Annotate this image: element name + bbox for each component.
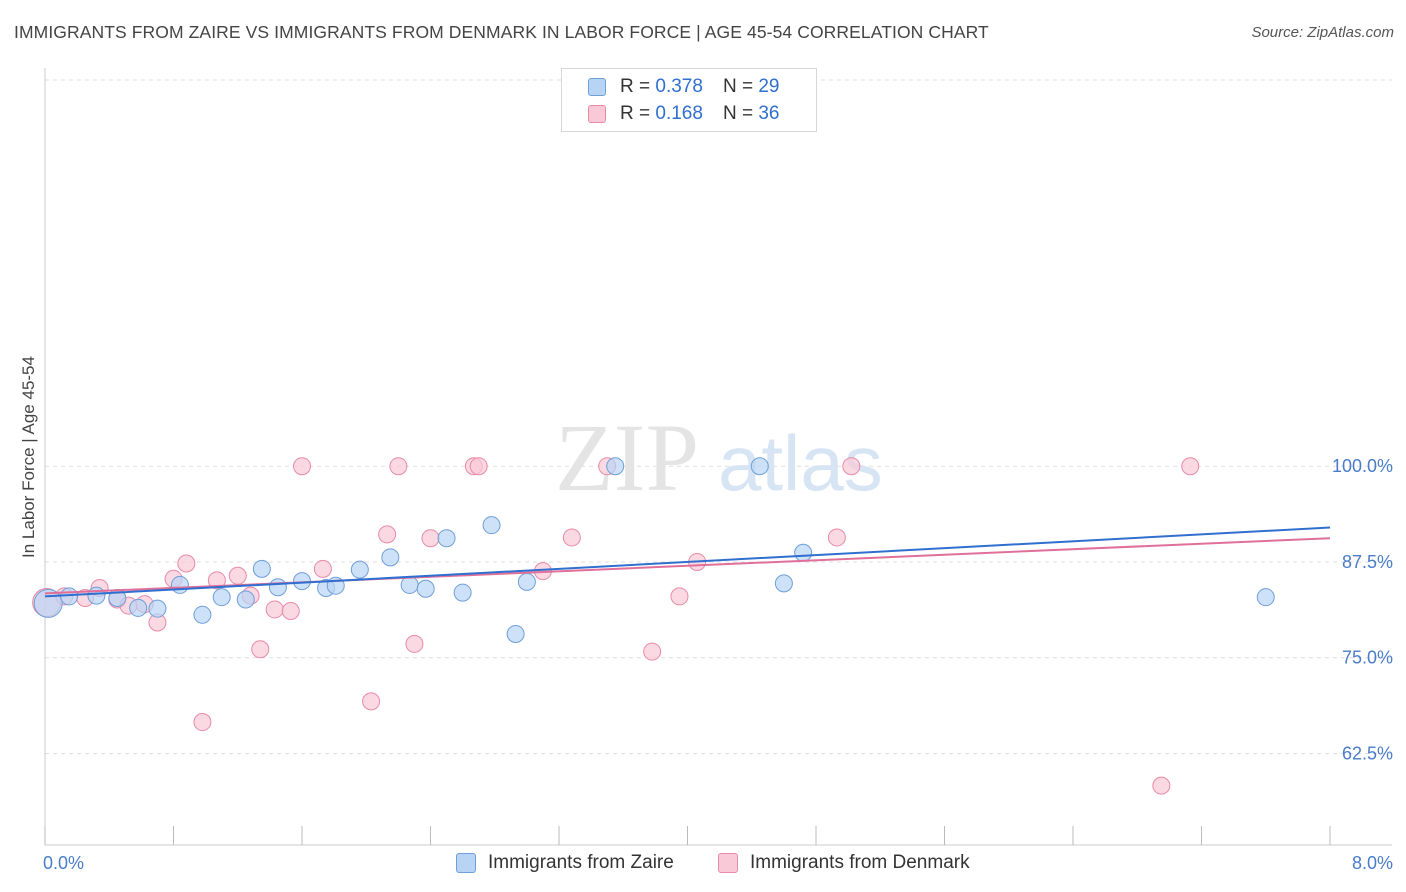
zaire-point-24 [606, 457, 625, 476]
watermark-zip: ZIP [555, 404, 699, 511]
denmark-point-14 [251, 640, 270, 659]
tick-labels: 62.5% 75.0% 87.5% 100.0% 0.0% 8.0% In Labor Fo… [19, 356, 1393, 873]
axes [44, 68, 1392, 846]
series-legend: Immigrants from Zaire Immigrants from De… [0, 852, 1406, 878]
denmark-point-22 [405, 634, 424, 653]
denmark-swatch [588, 105, 606, 123]
denmark-point-11 [207, 571, 226, 590]
y-tick-label-0: 62.5% [1342, 743, 1393, 763]
zaire-point-16 [381, 548, 400, 567]
zaire-r-label: R = [620, 76, 651, 97]
zaire-point-18 [416, 579, 435, 598]
y-tick-label-2: 87.5% [1342, 552, 1393, 572]
legend-denmark-swatch [718, 853, 738, 873]
series-zaire-points [33, 457, 1275, 643]
zaire-point-22 [506, 624, 525, 643]
denmark-point-17 [293, 457, 311, 476]
denmark-n-value: 36 [758, 103, 780, 124]
denmark-point-33 [842, 457, 861, 476]
grid-layer [45, 79, 1392, 754]
zaire-point-25 [750, 457, 769, 476]
y-axis-label: In Labor Force | Age 45-54 [19, 356, 38, 558]
legend-zaire-swatch [456, 853, 476, 873]
denmark-point-35 [1152, 776, 1171, 795]
zaire-point-4 [129, 598, 148, 617]
zaire-point-20 [453, 583, 472, 602]
denmark-point-27 [562, 528, 581, 547]
zaire-n-label: N = [722, 76, 754, 97]
legend-zaire-label: Immigrants from Zaire [488, 852, 674, 873]
denmark-point-30 [670, 587, 689, 606]
denmark-point-12 [228, 566, 247, 585]
denmark-point-9 [177, 554, 196, 573]
denmark-point-10 [193, 713, 212, 732]
zaire-point-8 [212, 588, 231, 607]
zaire-point-10 [252, 559, 271, 578]
zaire-point-2 [87, 586, 106, 605]
zaire-point-11 [268, 578, 287, 597]
watermark: ZIP atlas [555, 404, 883, 511]
zaire-point-27 [794, 543, 813, 562]
stats-legend: R = 0.378 N = 29 R = 0.168 N = 36 [561, 68, 817, 132]
zaire-point-23 [517, 572, 536, 591]
denmark-point-20 [378, 525, 397, 544]
x-tick-label-min: 0.0% [43, 853, 84, 873]
zaire-point-7 [193, 605, 212, 624]
chart-title: IMMIGRANTS FROM ZAIRE VS IMMIGRANTS FROM… [14, 22, 989, 42]
denmark-point-19 [362, 692, 381, 711]
trend-lines [44, 526, 1331, 598]
zaire-r-value: 0.378 [655, 76, 703, 97]
denmark-point-21 [389, 457, 408, 476]
zaire-point-28 [1256, 588, 1275, 607]
legend-item-zaire[interactable]: Immigrants from Zaire [456, 852, 674, 874]
zaire-n-value: 29 [758, 76, 780, 97]
legend-row-zaire: R = 0.378 N = 29 [562, 73, 779, 101]
denmark-point-32 [827, 528, 846, 547]
zaire-point-26 [774, 574, 793, 593]
zaire-point-9 [236, 590, 255, 609]
zaire-trend-line [44, 526, 1331, 598]
denmark-r-value: 0.168 [655, 103, 703, 124]
x-tick-label-max: 8.0% [1352, 853, 1393, 873]
y-tick-label-1: 75.0% [1342, 648, 1393, 668]
zaire-swatch [588, 78, 606, 96]
zaire-point-15 [350, 560, 369, 579]
legend-denmark-label: Immigrants from Denmark [750, 852, 970, 873]
denmark-point-25 [469, 457, 488, 476]
denmark-point-16 [281, 601, 300, 620]
denmark-point-15 [265, 600, 284, 619]
zaire-point-17 [400, 575, 419, 594]
zaire-point-19 [437, 529, 456, 548]
zaire-point-6 [170, 575, 189, 594]
denmark-r-label: R = [620, 103, 651, 124]
zaire-point-21 [482, 516, 501, 535]
denmark-point-29 [643, 642, 662, 661]
legend-row-denmark: R = 0.168 N = 36 [562, 100, 779, 128]
denmark-point-18 [313, 559, 332, 578]
source-label: Source: ZipAtlas.com [1251, 24, 1394, 41]
zaire-point-5 [148, 599, 167, 618]
denmark-point-34 [1181, 457, 1200, 476]
legend-item-denmark[interactable]: Immigrants from Denmark [718, 852, 970, 874]
denmark-point-23 [421, 529, 440, 548]
y-tick-label-3: 100.0% [1332, 456, 1393, 476]
denmark-n-label: N = [722, 103, 754, 124]
